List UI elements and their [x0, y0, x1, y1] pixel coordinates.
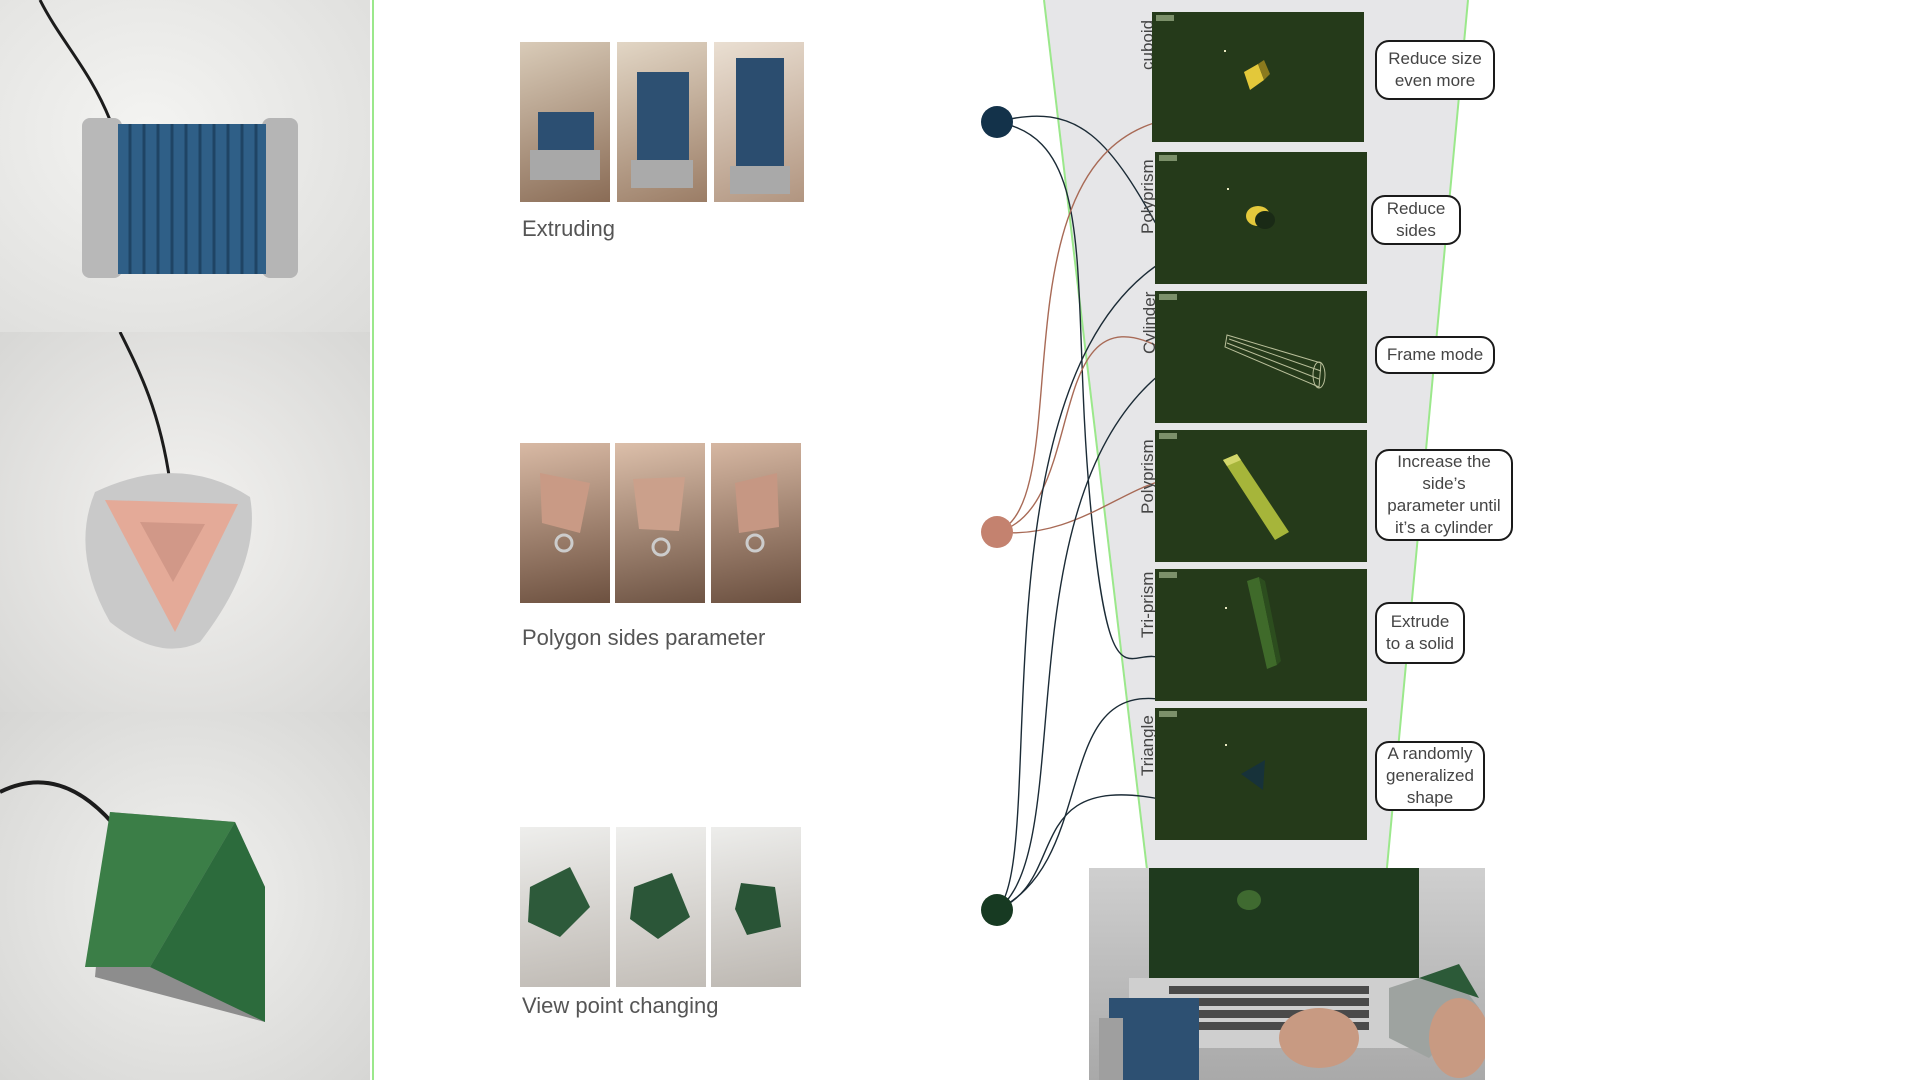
polygon-thumb-2	[615, 443, 705, 603]
caption-view-point: View point changing	[522, 993, 719, 1018]
photo-laptop-demo	[1089, 868, 1485, 1080]
connection-curves	[996, 115, 1166, 911]
screen-triangle	[1155, 708, 1367, 840]
caption-polygon-sides: Polygon sides parameter	[522, 625, 766, 650]
polygon-thumb-3	[711, 443, 801, 603]
bubble-reduce-sides: Reduce sides	[1371, 195, 1461, 245]
polygon-thumb-1	[520, 443, 610, 603]
viewpoint-thumb-1	[520, 827, 610, 987]
screen-polyprism-1	[1155, 152, 1367, 284]
bubble-frame-mode: Frame mode	[1375, 336, 1495, 374]
bubble-extrude-solid: Extrude to a solid	[1375, 602, 1465, 664]
screen-cylinder	[1155, 291, 1367, 423]
extruding-thumb-1	[520, 42, 610, 202]
caption-extruding: Extruding	[522, 216, 615, 241]
extruding-thumb-2	[617, 42, 707, 202]
bubble-random-shape: A randomly generalized shape	[1375, 741, 1485, 811]
node-green-viewpoint	[981, 894, 1013, 926]
device-photo-strip	[0, 0, 374, 1080]
photo-viewpoint-device	[0, 712, 370, 1080]
viewpoint-thumb-3	[711, 827, 801, 987]
node-blue-extruding	[981, 106, 1013, 138]
photo-polygon-device	[0, 332, 370, 712]
screen-cuboid	[1152, 12, 1364, 142]
node-pink-polygon	[981, 516, 1013, 548]
bubble-reduce-size: Reduce size even more	[1375, 40, 1495, 100]
viewpoint-thumb-2	[616, 827, 706, 987]
bubble-increase-sides: Increase the side’s parameter until it’s…	[1375, 449, 1513, 541]
screen-tri-prism	[1155, 569, 1367, 701]
screen-polyprism-2	[1155, 430, 1367, 562]
extruding-thumb-3	[714, 42, 804, 202]
photo-extruder-device	[0, 0, 370, 332]
